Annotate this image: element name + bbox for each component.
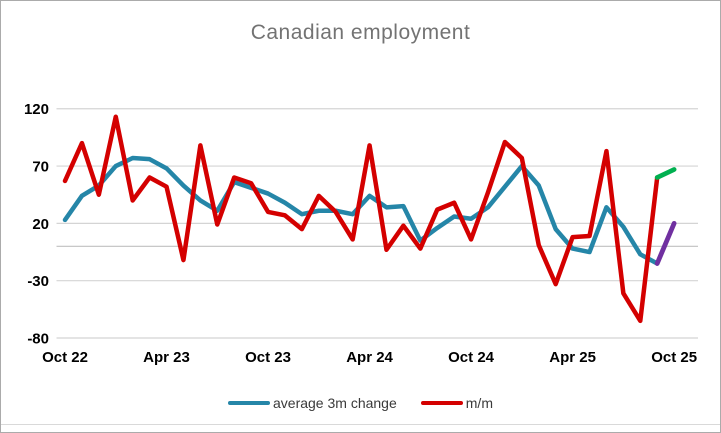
x-axis-tick-label: Oct 22 — [42, 349, 88, 366]
chart-bottom-border — [1, 424, 720, 425]
series-line-m-m — [62, 114, 660, 324]
latest-segment-m-m — [654, 167, 677, 180]
legend-item-average-3m-change: average 3m change — [228, 395, 397, 411]
chart-title: Canadian employment — [250, 21, 471, 44]
legend-label: m/m — [465, 395, 493, 411]
m-m-line-swatch — [420, 400, 463, 406]
y-axis-tick-label: 70 — [32, 159, 49, 176]
chart-legend: average 3m change m/m — [1, 393, 720, 413]
x-axis-tick-label: Oct 23 — [245, 349, 291, 366]
legend-item-m-m: m/m — [420, 395, 493, 411]
avg-3m-line-swatch — [228, 400, 270, 406]
x-axis-tick-label: Apr 23 — [143, 349, 190, 366]
x-axis-tick-label: Apr 24 — [346, 349, 393, 366]
x-axis-tick-label: Oct 24 — [448, 349, 495, 366]
y-axis-tick-label: 20 — [32, 216, 49, 233]
legend-label: average 3m change — [273, 395, 397, 411]
y-axis-tick-label: 120 — [24, 101, 49, 118]
y-axis-tick-label: -80 — [27, 331, 49, 348]
x-axis-tick-label: Apr 25 — [549, 349, 596, 366]
y-axis-tick-label: -30 — [27, 273, 49, 290]
x-axis-tick-label: Oct 25 — [651, 349, 697, 366]
latest-segment-average-3m-change — [654, 220, 677, 266]
